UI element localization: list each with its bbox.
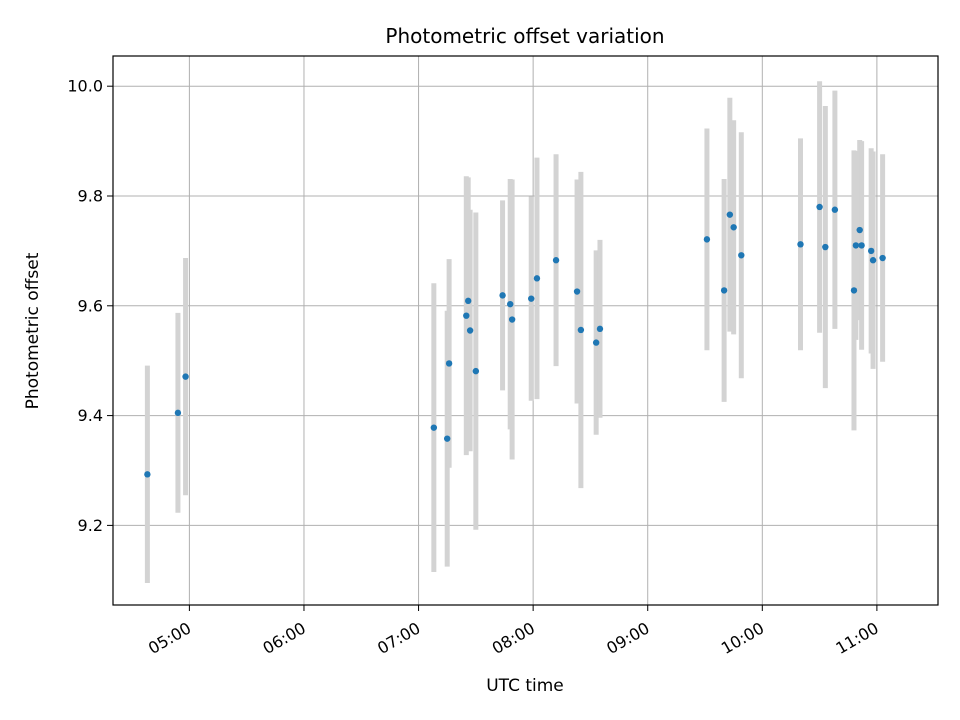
data-point bbox=[508, 316, 516, 323]
x-tick-label: 08:00 bbox=[489, 618, 538, 658]
data-point bbox=[573, 288, 581, 295]
y-axis-title: Photometric offset bbox=[23, 252, 43, 409]
grid bbox=[113, 56, 938, 605]
data-point bbox=[528, 295, 535, 302]
data-point bbox=[533, 275, 541, 282]
data-point bbox=[445, 360, 453, 367]
data-point bbox=[499, 292, 506, 299]
error-bars bbox=[144, 81, 886, 584]
data-point bbox=[507, 300, 514, 308]
data-point bbox=[850, 287, 858, 294]
data-point bbox=[852, 242, 860, 249]
data-point bbox=[703, 236, 711, 243]
data-point bbox=[822, 243, 829, 251]
data-point bbox=[797, 241, 804, 248]
y-tick-label: 10.0 bbox=[67, 77, 103, 96]
data-point bbox=[552, 257, 560, 264]
data-point bbox=[738, 252, 745, 259]
data-point bbox=[856, 226, 863, 234]
x-tick-label: 07:00 bbox=[374, 618, 423, 658]
data-point bbox=[867, 247, 875, 255]
data-point bbox=[858, 242, 865, 249]
y-tick-label: 9.8 bbox=[78, 186, 103, 205]
x-tick-label: 05:00 bbox=[145, 618, 194, 658]
data-point bbox=[174, 409, 182, 417]
data-point bbox=[472, 367, 480, 375]
data-points bbox=[144, 203, 886, 478]
data-point bbox=[466, 327, 474, 334]
data-point bbox=[879, 254, 886, 262]
data-point bbox=[726, 211, 734, 218]
x-axis-title: UTC time bbox=[486, 676, 564, 696]
data-point bbox=[444, 435, 451, 442]
data-point bbox=[182, 373, 189, 380]
data-point bbox=[831, 206, 839, 213]
data-point bbox=[430, 424, 438, 431]
y-tick-label: 9.4 bbox=[78, 406, 103, 425]
data-point bbox=[465, 297, 472, 305]
x-tick-label: 06:00 bbox=[260, 618, 309, 658]
x-tick-label: 09:00 bbox=[603, 618, 652, 658]
x-tick-label: 10:00 bbox=[718, 618, 767, 658]
data-point bbox=[869, 257, 877, 264]
data-point bbox=[144, 471, 151, 478]
y-tick-label: 9.2 bbox=[78, 516, 103, 535]
chart-title: Photometric offset variation bbox=[385, 24, 664, 48]
data-point bbox=[816, 203, 823, 211]
x-tick-label: 11:00 bbox=[832, 618, 881, 658]
data-point bbox=[463, 312, 470, 319]
y-tick-label: 9.6 bbox=[78, 296, 103, 315]
plot-frame bbox=[112, 55, 939, 606]
data-point bbox=[577, 326, 585, 334]
data-point bbox=[720, 287, 728, 294]
data-point bbox=[592, 339, 600, 346]
data-point bbox=[730, 224, 737, 231]
data-point bbox=[596, 325, 604, 333]
